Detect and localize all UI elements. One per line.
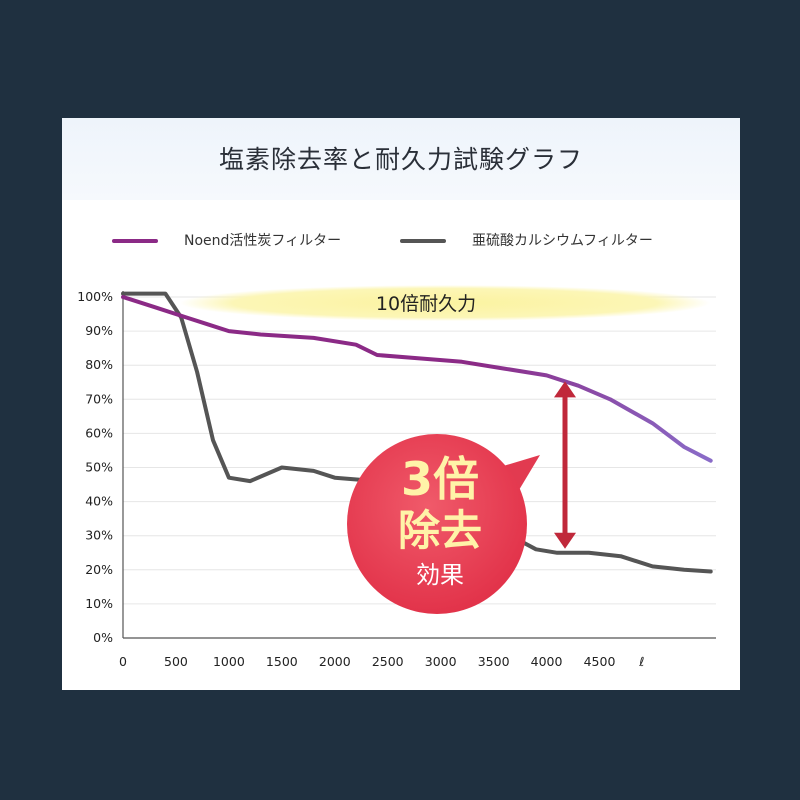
chart-header: 塩素除去率と耐久力試験グラフ (62, 118, 740, 200)
x-tick-label: 4000 (531, 654, 563, 669)
y-tick-label: 40% (85, 494, 113, 509)
difference-arrow-head-down (554, 532, 576, 549)
y-tick-label: 100% (77, 289, 113, 304)
x-tick-label: ℓ (638, 654, 644, 669)
series-line-noend (121, 295, 713, 463)
x-tick-label: 3000 (425, 654, 457, 669)
x-tick-label: 4500 (584, 654, 616, 669)
y-tick-label: 70% (85, 391, 113, 406)
x-tick-label: 2000 (319, 654, 351, 669)
chart-title: 塩素除去率と耐久力試験グラフ (218, 145, 583, 174)
y-tick-label: 0% (93, 630, 113, 645)
y-tick-label: 60% (85, 425, 113, 440)
y-tick-label: 30% (85, 528, 113, 543)
difference-arrow-head-up (554, 381, 576, 398)
badge-line1: 3倍 (401, 452, 479, 506)
series-line-calcium (121, 291, 713, 574)
legend-swatch-calcium (400, 239, 446, 243)
durability-label: 10倍耐久力 (376, 293, 476, 315)
legend-label-noend: Noend活性炭フィルター (184, 233, 342, 249)
badge-circle (347, 434, 527, 614)
y-tick-label: 50% (85, 460, 113, 475)
badge-line3: 効果 (416, 561, 464, 589)
x-tick-label: 1500 (266, 654, 298, 669)
x-tick-label: 3500 (478, 654, 510, 669)
x-tick-label: 0 (119, 654, 127, 669)
y-tick-label: 10% (85, 596, 113, 611)
x-tick-label: 1000 (213, 654, 245, 669)
durability-banner (180, 285, 710, 321)
x-tick-label: 500 (164, 654, 188, 669)
y-tick-label: 90% (85, 323, 113, 338)
y-tick-label: 80% (85, 357, 113, 372)
y-tick-label: 20% (85, 562, 113, 577)
legend-swatch-noend (112, 239, 158, 243)
x-tick-label: 2500 (372, 654, 404, 669)
legend-label-calcium: 亜硫酸カルシウムフィルター (472, 233, 653, 249)
badge-line2: 除去 (398, 506, 482, 555)
